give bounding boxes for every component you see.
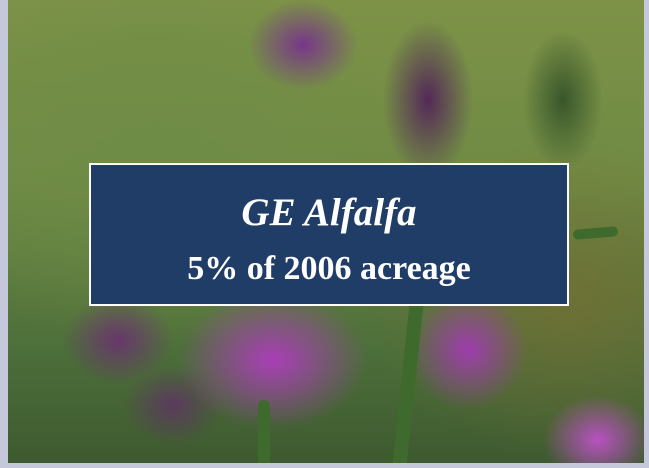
- stem: [258, 400, 270, 463]
- stem: [392, 300, 424, 463]
- page: GE Alfalfa 5% of 2006 acreage (() => { c…: [0, 0, 649, 468]
- title: GE Alfalfa: [91, 191, 567, 235]
- caption-box: GE Alfalfa 5% of 2006 acreage: [89, 163, 569, 306]
- leaf: [573, 226, 619, 240]
- frame: GE Alfalfa 5% of 2006 acreage: [0, 0, 649, 468]
- subtitle: 5% of 2006 acreage: [91, 249, 567, 289]
